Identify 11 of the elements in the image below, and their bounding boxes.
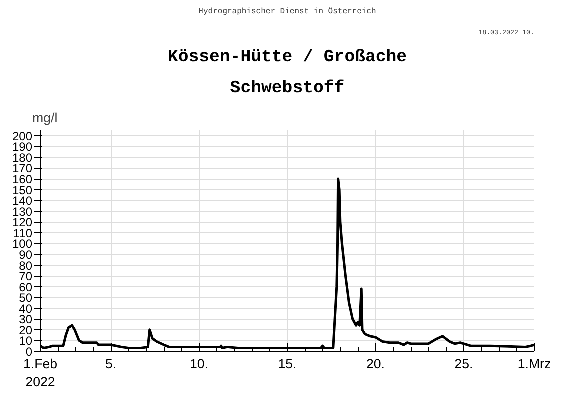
x-tick-label: 10. (190, 356, 209, 372)
chart-title: Kössen-Hütte / Großache (168, 48, 408, 68)
x-tick-label: 20. (366, 356, 385, 372)
y-axis-title: mg/l (32, 110, 58, 126)
x-tick-label: 1.Mrz (518, 356, 552, 372)
text: Hydrographischer Dienst in Österreich (198, 6, 377, 16)
x-tick-label: 15. (278, 356, 297, 372)
chart-subtitle: Schwebstoff (230, 80, 345, 98)
x-tick-label: 25. (454, 356, 474, 372)
x-tick-label: 5. (106, 356, 117, 372)
x-tick-label: 1.Feb 2022 (23, 356, 58, 390)
